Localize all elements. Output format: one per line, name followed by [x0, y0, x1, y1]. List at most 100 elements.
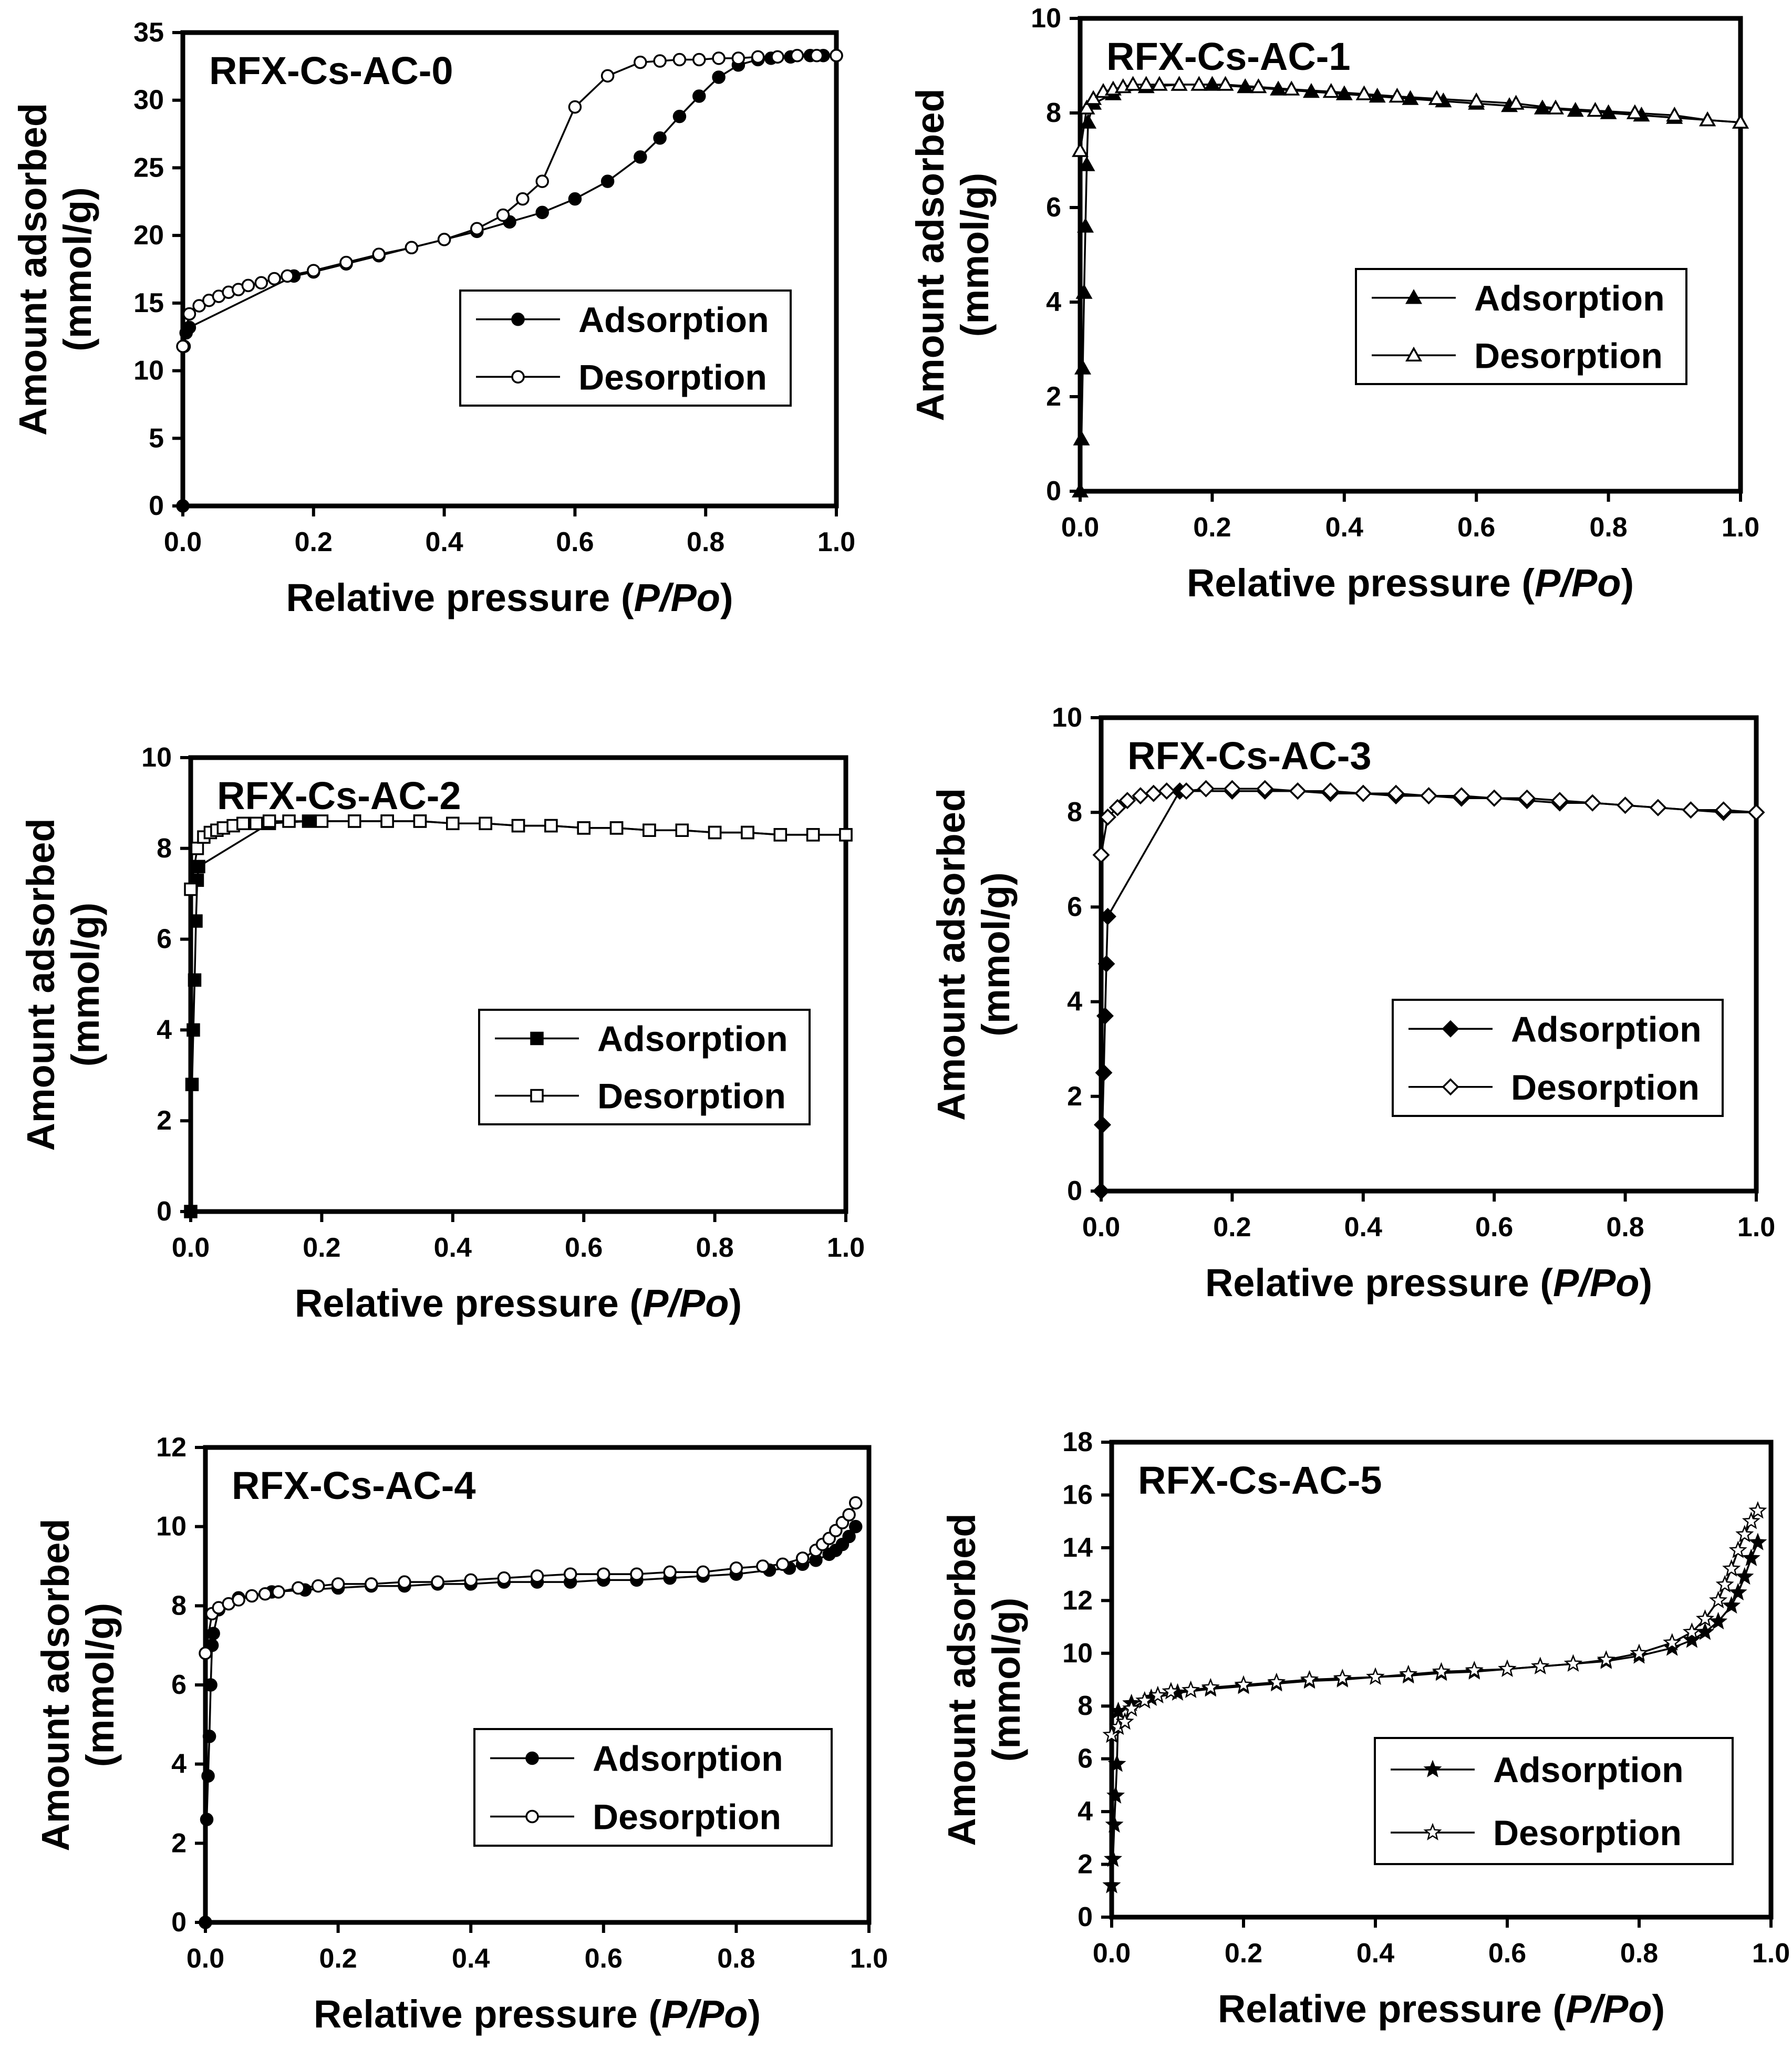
data-point — [1432, 1662, 1451, 1680]
data-point — [380, 814, 394, 828]
y-tick-label: 2 — [171, 1828, 187, 1858]
data-point — [201, 1769, 215, 1783]
data-point — [1094, 1116, 1111, 1134]
legend-box — [459, 289, 792, 407]
legend-marker — [530, 1089, 544, 1103]
legend-marker — [511, 313, 525, 326]
data-point — [281, 269, 294, 283]
data-point — [1097, 955, 1115, 972]
data-point — [446, 816, 460, 831]
x-axis-label: Relative pressure (P/Po) — [1218, 1987, 1665, 2031]
data-point — [600, 174, 615, 188]
data-point — [1237, 78, 1254, 94]
data-point — [1453, 787, 1470, 805]
data-point — [1099, 907, 1116, 925]
data-point — [1151, 76, 1168, 91]
data-point — [696, 1565, 710, 1579]
data-point — [1485, 789, 1503, 807]
data-point — [535, 205, 549, 220]
x-tick-label: 0.8 — [1589, 512, 1627, 543]
x-axis-label: Relative pressure (P/Po) — [295, 1281, 742, 1325]
data-point — [315, 814, 329, 828]
data-point — [773, 828, 788, 842]
y-tick-label: 8 — [171, 1590, 187, 1621]
data-point — [241, 278, 255, 293]
data-point — [1124, 76, 1142, 91]
data-point — [1107, 1754, 1126, 1772]
y-axis-label-units: (mmol/g) — [974, 872, 1018, 1036]
data-point — [1145, 784, 1163, 802]
data-point — [272, 1585, 285, 1599]
data-point — [1742, 1512, 1760, 1529]
y-tick-label: 6 — [171, 1670, 187, 1700]
legend-label: Desorption — [1511, 1068, 1700, 1108]
y-tick-label: 4 — [1078, 1796, 1093, 1827]
y-tick-label: 2 — [1067, 1081, 1082, 1112]
data-point — [516, 192, 530, 206]
data-point — [1547, 99, 1565, 115]
data-point — [535, 174, 549, 188]
data-point — [192, 299, 206, 313]
legend-marker — [511, 370, 525, 384]
plot-frame — [180, 30, 839, 509]
data-point — [1587, 101, 1604, 117]
legend-label: Adsorption — [1493, 1750, 1684, 1790]
data-point — [1102, 1725, 1121, 1743]
data-point — [1162, 1682, 1180, 1700]
data-point — [1201, 1678, 1220, 1695]
legend-box — [1374, 1737, 1734, 1865]
data-point — [188, 973, 202, 987]
legend-marker — [525, 1809, 539, 1824]
data-point — [1695, 1609, 1715, 1627]
y-tick-label: 4 — [171, 1749, 187, 1779]
data-point — [1105, 1815, 1124, 1833]
data-point — [1709, 1590, 1728, 1609]
data-point — [365, 1577, 378, 1591]
data-point — [470, 222, 484, 236]
data-point — [176, 339, 190, 353]
y-axis-label-units: (mmol/g) — [56, 187, 99, 351]
data-point — [1302, 82, 1320, 98]
data-point — [1204, 76, 1221, 91]
y-axis-label-units: (mmol/g) — [953, 173, 997, 337]
sample-title: RFX-Cs-AC-1 — [1106, 35, 1351, 78]
y-tick-label: 2 — [157, 1105, 172, 1136]
data-point — [1728, 1540, 1747, 1558]
x-tick-label: 0.8 — [717, 1943, 755, 1974]
sample-title: RFX-Cs-AC-0 — [209, 49, 453, 92]
legend-box — [473, 1728, 833, 1847]
data-point — [1092, 846, 1110, 864]
data-point — [708, 825, 722, 840]
data-point — [634, 55, 647, 69]
data-point — [479, 816, 492, 831]
data-point — [249, 816, 263, 831]
legend-label: Adsorption — [578, 300, 769, 340]
data-point — [431, 1575, 444, 1589]
data-point — [1722, 1559, 1741, 1577]
data-point — [1197, 780, 1215, 798]
x-tick-label: 1.0 — [817, 527, 855, 557]
data-point — [1099, 808, 1116, 826]
data-point — [184, 882, 198, 896]
data-point — [1735, 1567, 1754, 1585]
legend-marker — [1423, 1823, 1442, 1840]
legend-label: Desorption — [593, 1797, 781, 1837]
data-point — [795, 1551, 810, 1565]
x-tick-label: 0.2 — [1225, 1938, 1262, 1969]
data-point — [1626, 104, 1643, 119]
data-point — [1682, 801, 1700, 819]
data-point — [1182, 1680, 1200, 1698]
y-tick-label: 10 — [1052, 702, 1082, 733]
data-point — [1250, 78, 1267, 94]
data-point — [1321, 782, 1339, 800]
data-point — [339, 255, 353, 270]
x-axis-label: Relative pressure (P/Po) — [314, 1992, 761, 2036]
y-tick-label: 8 — [157, 833, 172, 864]
data-point — [258, 1587, 272, 1601]
data-point — [1735, 1525, 1754, 1543]
data-point — [1148, 1685, 1167, 1704]
data-point — [1465, 1660, 1484, 1679]
data-point — [1534, 99, 1551, 115]
data-point — [464, 1573, 478, 1587]
